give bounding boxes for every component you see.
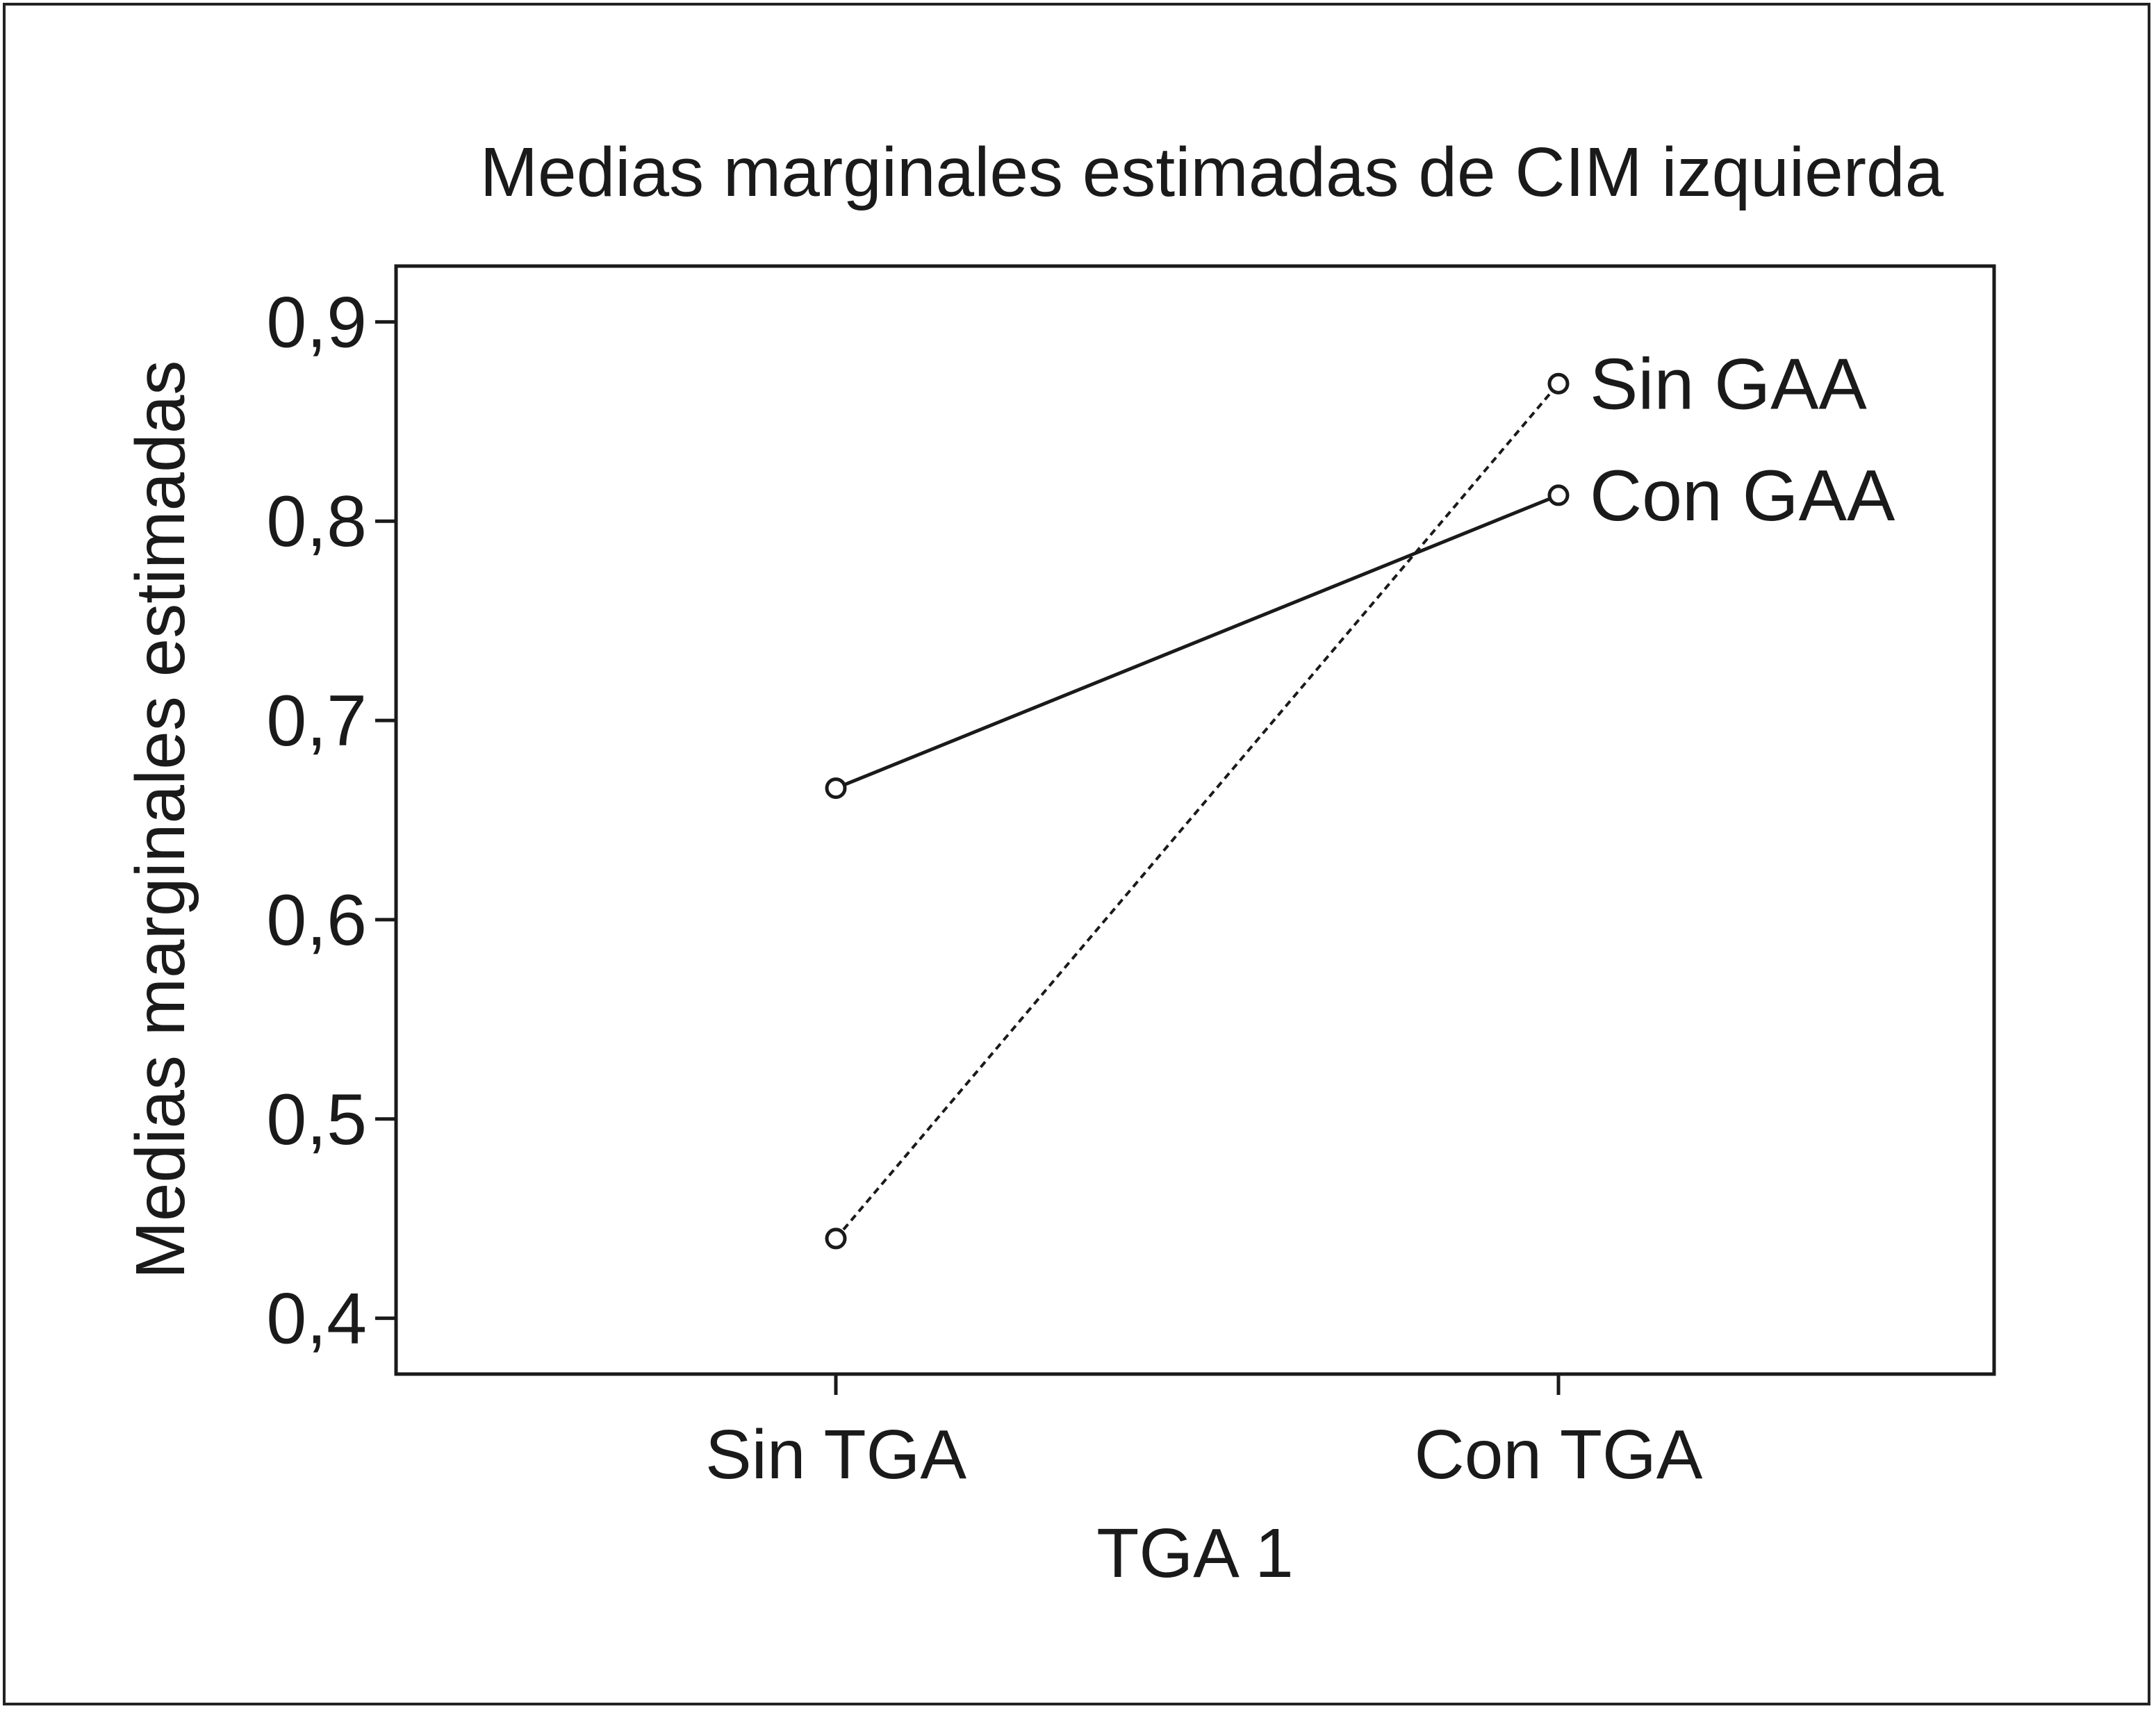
x-tick-label: Con TGA bbox=[1415, 1416, 1703, 1494]
y-axis: 0,4 0,5 0,6 0,7 0,8 0,9 bbox=[266, 282, 396, 1359]
y-axis-label: Medias marginales estimadas bbox=[122, 361, 199, 1280]
series-label-con-gaa: Con GAA bbox=[1590, 456, 1895, 536]
y-tick-label: 0,7 bbox=[266, 681, 367, 761]
y-tick-label: 0,4 bbox=[266, 1279, 367, 1359]
series-label-sin-gaa: Sin GAA bbox=[1590, 344, 1867, 424]
y-tick-label: 0,8 bbox=[266, 481, 367, 562]
chart-title: Medias marginales estimadas de CIM izqui… bbox=[480, 133, 1944, 211]
data-point-sin-gaa bbox=[825, 1228, 847, 1250]
data-point-sin-gaa bbox=[1547, 372, 1570, 395]
plot-area bbox=[394, 264, 1996, 1376]
y-tick-label: 0,5 bbox=[266, 1080, 367, 1160]
data-point-con-gaa bbox=[1547, 484, 1570, 506]
x-axis: Sin TGA Con TGA bbox=[705, 1374, 1703, 1494]
x-axis-label: TGA 1 bbox=[1096, 1514, 1293, 1592]
y-tick-label: 0,9 bbox=[266, 282, 367, 363]
x-tick-label: Sin TGA bbox=[705, 1416, 966, 1494]
data-point-con-gaa bbox=[825, 777, 847, 800]
series-line-con-gaa bbox=[835, 493, 1559, 790]
y-tick-label: 0,6 bbox=[266, 880, 367, 961]
figure-frame bbox=[3, 3, 2150, 1705]
series-line-sin-gaa bbox=[834, 382, 1560, 1240]
series-layer: Sin GAA Con GAA bbox=[825, 344, 1895, 1250]
